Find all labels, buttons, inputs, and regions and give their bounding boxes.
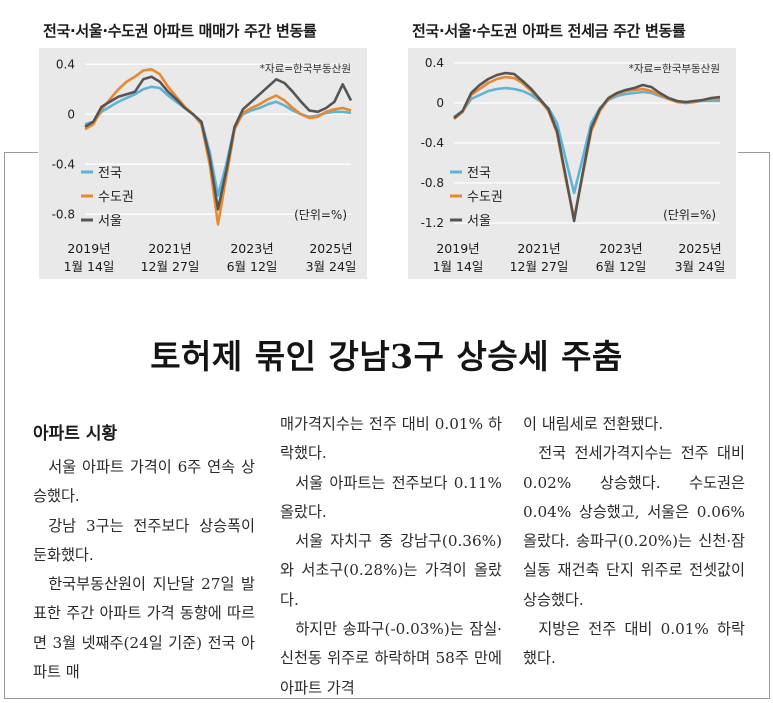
x-tick-label: 3월 24일 <box>675 259 726 274</box>
x-tick-label: 12월 27일 <box>141 259 200 274</box>
source-note: *자료=한국부동산원 <box>260 63 351 75</box>
x-tick-label: 6월 12일 <box>596 259 647 274</box>
article-paragraph: 전국 전세가격지수는 전주 대비 0.02% 상승했다. 수도권은 0.04% … <box>523 444 745 609</box>
frame-rule-left <box>4 152 38 153</box>
article-paragraph: 서울 자치구 중 강남구(0.36%)와 서초구(0.28%)는 가격이 올랐다… <box>280 532 502 609</box>
article-paragraph: 한국부동산원이 지난달 27일 발표한 주간 아파트 가격 동향에 따르면 3월… <box>33 575 255 682</box>
x-tick-label: 2019년 <box>67 241 110 256</box>
article-paragraph: 하지만 송파구(-0.03%)는 잠실·신천동 위주로 하락하며 58주 만에 … <box>280 620 502 697</box>
series-line-2 <box>453 71 721 223</box>
legend-label: 서울 <box>98 214 122 229</box>
article-frame <box>4 152 770 699</box>
jeonse-price-chart: 전국·서울·수도권 아파트 전세금 주간 변동률 0.4 0 -0.4 -0.8 -1.… <box>408 14 736 279</box>
x-tick-label: 6월 12일 <box>227 259 278 274</box>
article-paragraph: 서울 아파트 가격이 6주 연속 상승했다. <box>33 458 255 506</box>
article-paragraph: 강남 3구는 전주보다 상승폭이 둔화했다. <box>33 516 255 564</box>
x-tick-label: 3월 24일 <box>306 259 357 274</box>
series-line-2 <box>84 75 353 211</box>
article-paragraph: 매가격지수는 전주 대비 0.01% 하락했다. <box>280 415 502 463</box>
series-line-1 <box>84 67 352 226</box>
legend-label: 전국 <box>467 166 491 181</box>
sales-price-chart: 전국·서울·수도권 아파트 매매가 주간 변동률 0.4 0 -0.4 -0.8 *자료… <box>39 14 367 279</box>
chart-title: 전국·서울·수도권 아파트 매매가 주간 변동률 <box>39 14 367 48</box>
section-title: 아파트 시황 <box>33 424 118 444</box>
x-tick-label: 2021년 <box>517 241 560 256</box>
x-tick-label: 2025년 <box>309 241 352 256</box>
article-column-1: 아파트 시황 서울 아파트 가격이 6주 연속 상승했다. 강남 3구는 전주보다… <box>33 420 255 687</box>
frame-rule-right <box>738 152 769 153</box>
x-tick-label: 2023년 <box>230 241 273 256</box>
y-tick-label: 0 <box>436 96 444 110</box>
y-tick-label: 0.4 <box>425 56 444 70</box>
x-tick-label: 2025년 <box>678 241 721 256</box>
legend-label: 전국 <box>98 166 122 181</box>
article-paragraph: 지방은 전주 대비 0.01% 하락했다. <box>523 620 745 668</box>
article-paragraph: 서울 아파트는 전주보다 0.11% 올랐다. <box>280 473 502 521</box>
article-column-2: 매가격지수는 전주 대비 0.01% 하락했다. 서울 아파트는 전주보다 0.1… <box>280 410 502 703</box>
y-tick-label: -0.8 <box>52 207 75 221</box>
x-tick-label: 2019년 <box>436 241 479 256</box>
x-tick-label: 12월 27일 <box>510 259 569 274</box>
x-tick-label: 2021년 <box>148 241 191 256</box>
y-tick-label: -1.2 <box>421 216 444 230</box>
chart-title: 전국·서울·수도권 아파트 전세금 주간 변동률 <box>408 14 736 48</box>
y-tick-label: -0.4 <box>421 136 444 150</box>
x-tick-label: 1월 14일 <box>433 259 484 274</box>
x-tick-label: 1월 14일 <box>64 259 115 274</box>
headline: 토허제 묶인 강남3구 상승세 주춤 <box>150 337 623 376</box>
y-tick-label: 0.4 <box>56 57 75 71</box>
legend-label: 수도권 <box>467 190 503 205</box>
series-line-0 <box>84 85 352 197</box>
series-line-0 <box>453 86 720 195</box>
article-column-3: 이 내림세로 전환됐다. 전국 전세가격지수는 전주 대비 0.02% 상승했다.… <box>523 410 745 674</box>
source-note: *자료=한국부동산원 <box>629 63 720 75</box>
y-tick-label: -0.4 <box>52 157 75 171</box>
x-tick-label: 2023년 <box>599 241 642 256</box>
unit-label: (단위=%) <box>294 208 347 222</box>
y-tick-label: -0.8 <box>421 176 444 190</box>
y-tick-label: 0 <box>67 107 75 121</box>
article-paragraph: 이 내림세로 전환됐다. <box>523 415 664 433</box>
legend-label: 수도권 <box>98 190 134 205</box>
legend-label: 서울 <box>467 214 491 229</box>
unit-label: (단위=%) <box>663 208 716 222</box>
